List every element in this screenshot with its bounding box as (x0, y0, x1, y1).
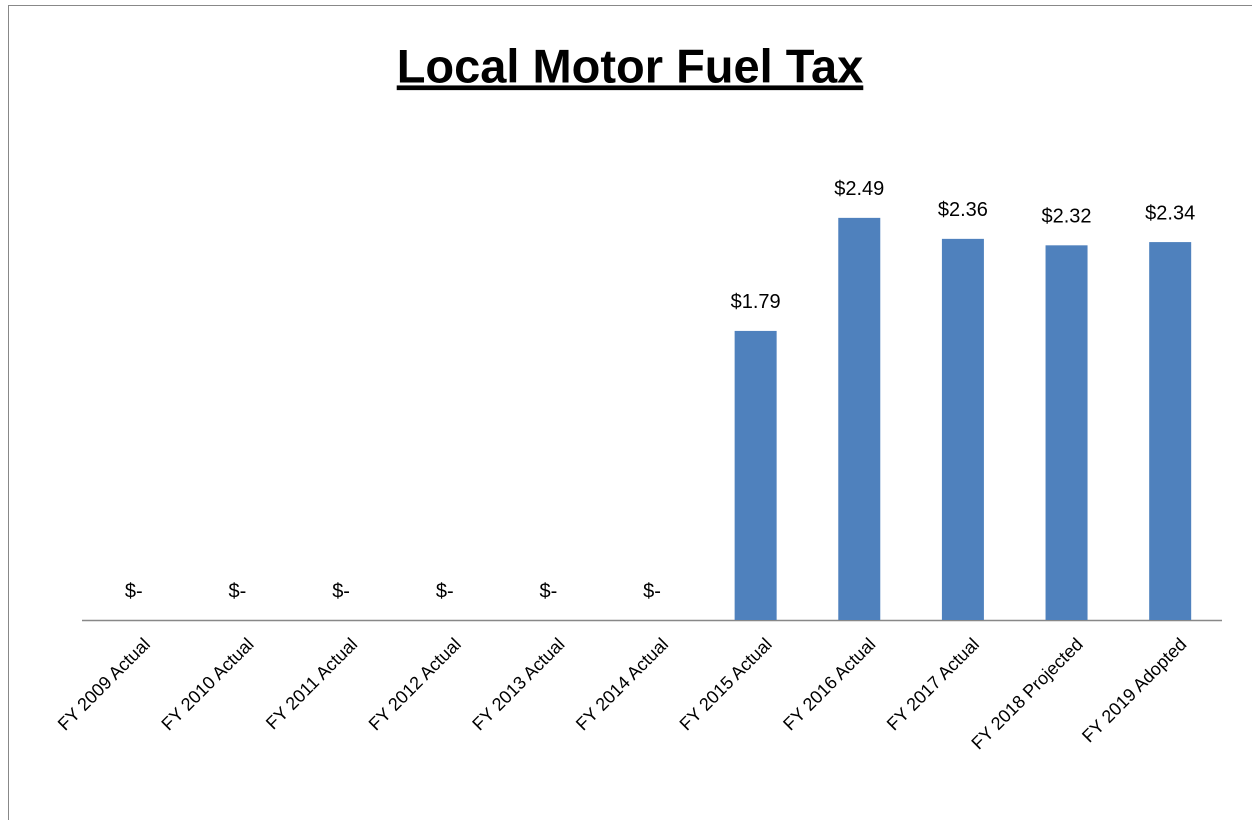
value-label: $- (436, 580, 454, 602)
value-label: $- (332, 580, 350, 602)
value-label: $- (229, 580, 247, 602)
bar (941, 238, 984, 621)
bar (838, 217, 881, 621)
chart-frame (8, 5, 1252, 820)
value-label: $- (539, 580, 557, 602)
chart-title: Local Motor Fuel Tax (397, 39, 864, 92)
value-label: $2.32 (1042, 206, 1092, 228)
value-label: $- (125, 580, 143, 602)
bar (1149, 242, 1192, 620)
value-label: $2.49 (834, 178, 884, 200)
value-label: $2.34 (1145, 202, 1195, 224)
value-label: $2.36 (938, 199, 988, 221)
value-label: $- (643, 580, 661, 602)
value-label: $1.79 (731, 291, 781, 313)
bar (1045, 245, 1088, 620)
bar (734, 330, 777, 620)
